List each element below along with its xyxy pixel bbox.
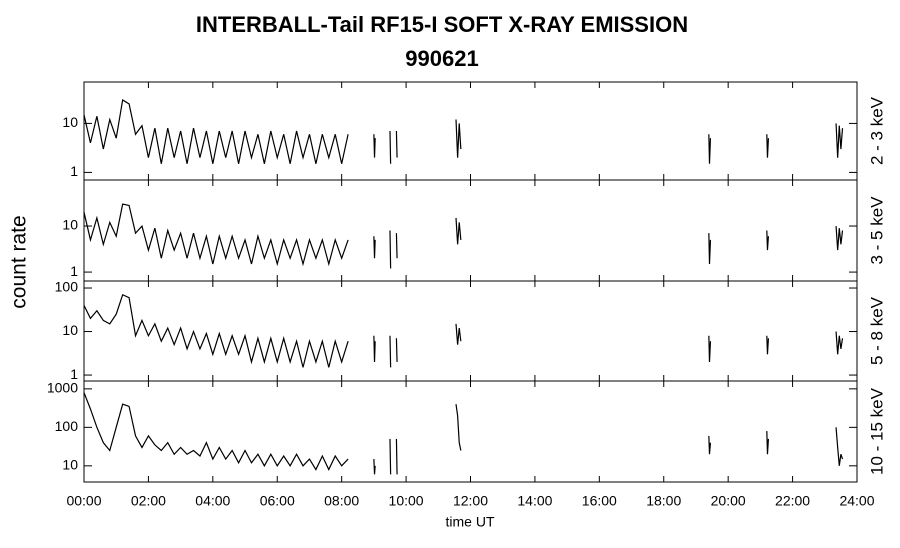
y-tick-label: 10 — [62, 114, 78, 130]
y-tick-label: 100 — [55, 279, 79, 295]
x-tick-label: 22:00 — [775, 493, 810, 509]
panel-frame — [83, 81, 858, 181]
x-tick-label: 08:00 — [324, 493, 359, 509]
data-line — [83, 392, 844, 475]
x-tick-label: 06:00 — [260, 493, 295, 509]
x-tick-label: 24:00 — [839, 493, 874, 509]
x-tick-label: 04:00 — [195, 493, 230, 509]
y-tick-label: 10 — [62, 322, 78, 338]
y-tick-label: 100 — [55, 418, 79, 434]
panel-label: 3 - 5 keV — [867, 196, 886, 265]
x-tick-label: 20:00 — [711, 493, 746, 509]
y-tick-label: 1 — [70, 263, 78, 279]
y-axis-label: count rate — [8, 215, 31, 308]
x-tick-label: 02:00 — [131, 493, 166, 509]
chart-subtitle: 990621 — [405, 46, 478, 71]
panel-frame — [83, 179, 858, 282]
chart-title: INTERBALL-Tail RF15-I SOFT X-RAY EMISSIO… — [196, 12, 688, 37]
x-tick-label: 10:00 — [389, 493, 424, 509]
x-tick-label: 14:00 — [517, 493, 552, 509]
panel-label: 2 - 3 keV — [867, 96, 886, 165]
y-tick-label: 10 — [62, 457, 78, 473]
y-tick-label: 1000 — [47, 380, 78, 396]
y-tick-label: 1 — [70, 163, 78, 179]
panel-label: 10 - 15 keV — [867, 387, 886, 475]
data-line — [83, 203, 844, 269]
y-tick-label: 10 — [62, 217, 78, 233]
data-line — [83, 293, 844, 368]
panel-frame — [83, 280, 858, 382]
x-tick-label: 12:00 — [453, 493, 488, 509]
data-line — [83, 99, 844, 164]
panel-frame — [83, 380, 858, 483]
x-tick-label: 00:00 — [66, 493, 101, 509]
x-tick-label: 16:00 — [582, 493, 617, 509]
x-tick-label: 18:00 — [646, 493, 681, 509]
x-axis-label: time UT — [446, 514, 495, 530]
y-tick-label: 1 — [70, 366, 78, 382]
panel-label: 5 - 8 keV — [867, 296, 886, 365]
